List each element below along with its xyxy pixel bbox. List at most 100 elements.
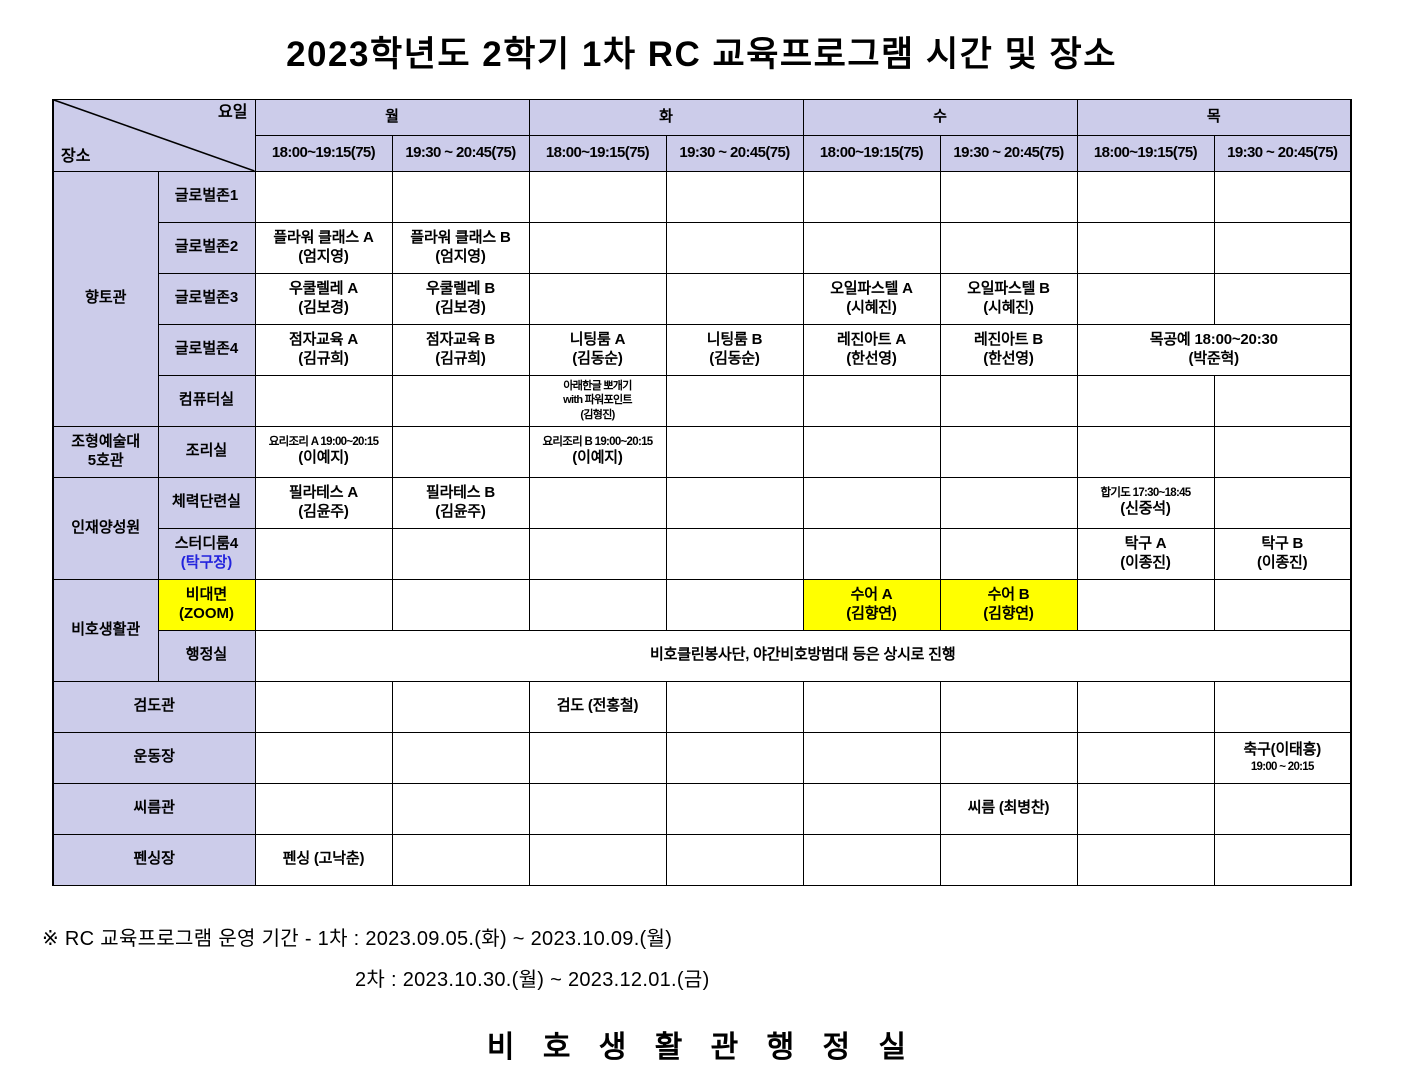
cell-wed2-kendohall (939, 680, 1078, 733)
cell-tue1-fencinghall (528, 833, 667, 886)
cell-thu1-kendohall (1076, 680, 1215, 733)
class-name: 레진아트 A (836, 330, 906, 348)
time-slot-wed-2: 19:30 ~ 20:45(75) (939, 134, 1078, 172)
cell-thu2-computerroom (1213, 374, 1352, 427)
class-teacher: (박준혁) (1188, 349, 1240, 367)
cell-tue2-globalzone4: 니팅룸 B (김동순) (665, 323, 804, 376)
cell-tue2-fencinghall (665, 833, 804, 886)
cell-tue2-studyroom4 (665, 527, 804, 580)
table-header-days: 요일 장소 월 화 수 목 (52, 98, 1352, 172)
cell-mon1-ssireumhall (254, 782, 393, 835)
cell-tue2-fitnessroom (665, 476, 804, 529)
class-name: 점자교육 A (288, 330, 358, 348)
cell-mon2-online-zoom (391, 578, 530, 631)
cell-thu1-ssireumhall (1076, 782, 1215, 835)
cell-wed2-sportsfield (939, 731, 1078, 784)
class-name: 탁구 A (1124, 534, 1167, 552)
cell-wed1-online-zoom: 수어 A (김향연) (802, 578, 941, 631)
cell-mon2-cookingroom (391, 425, 530, 478)
class-name: 니팅룸 A (569, 330, 626, 348)
cell-thu2-online-zoom (1213, 578, 1352, 631)
cell-thu1-globalzone1 (1076, 170, 1215, 223)
class-teacher: (김향연) (846, 604, 897, 622)
schedule-table: 요일 장소 월 화 수 목 18:00~19:15(75) 19:30 ~ 20… (52, 98, 1352, 886)
class-name: 요리조리 B 19:00~20:15 (542, 435, 654, 448)
cell-wed1-computerroom (802, 374, 941, 427)
cell-wed2-ssireumhall: 씨름 (최병찬) (939, 782, 1078, 835)
cell-wed1-fencinghall (802, 833, 941, 886)
building-label-bihodormitory: 비호생활관 (52, 578, 159, 682)
class-teacher: (이예지) (298, 449, 349, 467)
cell-mon1-fencinghall: 펜싱 (고낙춘) (254, 833, 393, 886)
cell-mon2-fencinghall (391, 833, 530, 886)
table-row-adminoffice: 행정실 비호클린봉사단, 야간비호방범대 등은 상시로 진행 (53, 629, 1352, 682)
cell-mon1-studyroom4 (254, 527, 393, 580)
cell-wed2-cookingroom (939, 425, 1078, 478)
room-label-globalzone4: 글로벌존4 (157, 323, 256, 376)
corner-header-cell: 요일 장소 (52, 98, 256, 172)
class-name: 수어 A (850, 585, 893, 603)
document-page: 2023학년도 2학기 1차 RC 교육프로그램 시간 및 장소 (0, 35, 1403, 1064)
room-label-studyroom4: 스터디룸4 (탁구장) (157, 527, 256, 580)
class-name: 목공예 18:00~20:30 (1149, 330, 1278, 348)
class-name: 우쿨렐레 B (425, 279, 495, 297)
building-label-line2: 5호관 (87, 451, 124, 469)
cell-wed1-sportsfield (802, 731, 941, 784)
cell-tue1-globalzone1 (528, 170, 667, 223)
room-label-line1: 스터디룸4 (174, 534, 239, 552)
table-row-globalzone4: 글로벌존4 점자교육 A (김규희) 점자교육 B (김규희) 니팅룸 A (김… (53, 323, 1352, 376)
class-name-line2: with 파워포인트 (563, 394, 632, 407)
cell-mon2-studyroom4 (391, 527, 530, 580)
room-label-computerroom: 컴퓨터실 (157, 374, 256, 427)
class-time: 19:00 ~ 20:15 (1250, 760, 1315, 773)
class-name: 필라테스 A (288, 483, 358, 501)
footer-notes: ※ RC 교육프로그램 운영 기간 - 1차 : 2023.09.05.(화) … (0, 922, 1403, 992)
class-teacher: (한선영) (983, 349, 1034, 367)
diagonal-divider-icon (54, 99, 255, 171)
cell-tue2-globalzone1 (665, 170, 804, 223)
cell-thu1-fitnessroom: 합기도 17:30~18:45 (신중석) (1076, 476, 1215, 529)
building-label-artcollege: 조형예술대 5호관 (52, 425, 159, 478)
class-name: 축구(이태흥) (1243, 740, 1322, 758)
cell-mon1-globalzone4: 점자교육 A (김규희) (254, 323, 393, 376)
class-teacher: (엄지영) (298, 247, 349, 265)
cell-wed2-globalzone1 (939, 170, 1078, 223)
room-label-globalzone2: 글로벌존2 (157, 221, 256, 274)
class-name: 탁구 B (1261, 534, 1304, 552)
cell-thu2-globalzone2 (1213, 221, 1352, 274)
room-label-globalzone1: 글로벌존1 (157, 170, 256, 223)
time-slot-thu-2: 19:30 ~ 20:45(75) (1213, 134, 1352, 172)
cell-tue2-online-zoom (665, 578, 804, 631)
time-slot-tue-2: 19:30 ~ 20:45(75) (665, 134, 804, 172)
class-teacher: (김형진) (580, 408, 615, 421)
cell-wed2-online-zoom: 수어 B (김향연) (939, 578, 1078, 631)
cell-wed1-kendohall (802, 680, 941, 733)
cell-tue2-sportsfield (665, 731, 804, 784)
class-name: 플라워 클래스 A (273, 228, 374, 246)
class-name: 니팅룸 B (706, 330, 763, 348)
cell-thu2-fitnessroom (1213, 476, 1352, 529)
day-header-tue: 화 (528, 98, 804, 136)
table-row-ssireumhall: 씨름관 씨름 (최병찬) (52, 782, 1352, 835)
cell-mon1-globalzone3: 우쿨렐레 A (김보경) (254, 272, 393, 325)
cell-thu1-fencinghall (1076, 833, 1215, 886)
cell-wed2-fencinghall (939, 833, 1078, 886)
cell-thu2-globalzone1 (1213, 170, 1352, 223)
cell-wed2-fitnessroom (939, 476, 1078, 529)
cell-wed1-ssireumhall (802, 782, 941, 835)
cell-tue1-globalzone3 (528, 272, 667, 325)
cell-wed1-fitnessroom (802, 476, 941, 529)
class-teacher: (이종진) (1257, 553, 1308, 571)
cell-thu2-sportsfield: 축구(이태흥) 19:00 ~ 20:15 (1213, 731, 1352, 784)
class-name: 오일파스텔 A (830, 279, 913, 297)
class-teacher: (시혜진) (846, 298, 897, 316)
issuing-office: 비 호 생 활 관 행 정 실 (486, 1030, 917, 1064)
cell-wed2-studyroom4 (939, 527, 1078, 580)
class-name: 수어 B (987, 585, 1030, 603)
class-teacher: (신중석) (1120, 500, 1171, 518)
venue-label-kendohall: 검도관 (52, 680, 256, 733)
class-teacher: (이예지) (572, 449, 623, 467)
cell-wed1-studyroom4 (802, 527, 941, 580)
cell-wed1-cookingroom (802, 425, 941, 478)
class-teacher: (김보경) (298, 298, 349, 316)
